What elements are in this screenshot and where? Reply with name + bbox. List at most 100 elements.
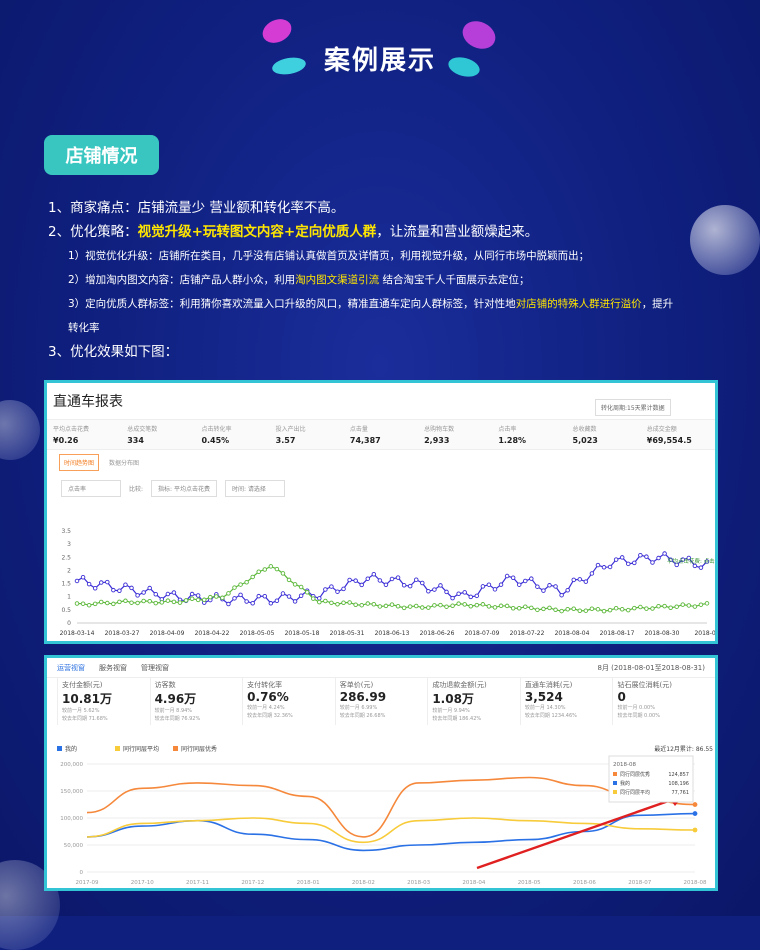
series-point	[292, 582, 298, 587]
x-tick: 2017-12	[241, 880, 264, 886]
series-point	[147, 598, 152, 604]
conversion-period-select[interactable]: 转化周期:15天累计数据	[595, 399, 671, 416]
series-point	[353, 602, 358, 607]
ops-metric-label: 支付转化率	[247, 681, 283, 689]
series-point	[407, 604, 413, 609]
decor-bubble-right	[690, 205, 760, 275]
item3-highlight: 对店铺的特殊人群进行溢价	[515, 298, 642, 310]
series-point	[153, 592, 158, 597]
series-point	[317, 599, 322, 605]
series-point	[171, 590, 177, 595]
series-point	[680, 602, 686, 607]
series-point	[601, 565, 607, 570]
series-point	[577, 577, 583, 582]
series-point	[698, 602, 704, 607]
series-point	[329, 600, 334, 606]
metric-cell: 总收藏数 5,023	[567, 420, 641, 449]
ops-metric-label: 直通车消耗(元)	[524, 681, 573, 689]
metric-value: 334	[127, 436, 144, 445]
series-point	[171, 599, 177, 605]
series-point	[432, 587, 437, 592]
y-tick: 3.5	[61, 528, 71, 535]
date-range[interactable]: 8月 (2018-08-01至2018-08-31)	[597, 663, 705, 672]
tab-0[interactable]: 运营视窗	[57, 663, 85, 672]
series-point	[668, 557, 673, 562]
series-point	[274, 598, 280, 603]
ops-compare-year: 较去年同期 0.00%	[617, 713, 660, 719]
series-point	[492, 587, 498, 592]
series-point	[662, 603, 667, 609]
series-point	[135, 593, 140, 598]
series-point	[129, 585, 134, 591]
series-point	[474, 602, 480, 608]
x-tick: 2018-09	[694, 630, 715, 637]
case-description: 1、商家痛点：店铺流量少 营业额和转化率不高。 2、优化策略：视觉升级+玩转图文…	[48, 196, 728, 364]
ops-compare-year: 较去年同期 76.92%	[154, 716, 201, 722]
series-point	[644, 606, 649, 611]
series-point	[686, 603, 692, 608]
x-tick: 2018-07-22	[510, 630, 545, 637]
x-tick: 2018-06-26	[420, 630, 455, 637]
tab-time-trend[interactable]: 时间趋势图	[59, 453, 100, 471]
series-point	[420, 580, 425, 586]
series-point	[595, 607, 601, 612]
tooltip-swatch	[613, 781, 617, 785]
series-point	[474, 593, 480, 599]
tab-1[interactable]: 服务视窗	[99, 663, 127, 672]
series-point	[480, 602, 486, 607]
ops-metric-value: 10.81万	[62, 692, 112, 706]
series-point	[498, 603, 504, 609]
series-point	[371, 571, 377, 577]
y-tick: 2	[67, 567, 71, 574]
compare-select[interactable]: 指标: 平均点击花费	[151, 480, 217, 497]
series-point	[462, 590, 467, 595]
tooltip-swatch	[613, 790, 617, 794]
series-point	[262, 567, 268, 572]
x-tick: 2018-07-09	[465, 630, 500, 637]
series-point	[80, 574, 86, 580]
x-tick: 2018-08-17	[600, 630, 635, 637]
metric-cell: 点击转化率 0.45%	[195, 420, 269, 449]
x-tick: 2018-05-05	[240, 630, 275, 637]
ops-compare-year: 较去年同期 1234.46%	[524, 713, 577, 719]
strategy-item-3: 3）定向优质人群标签：利用猜你喜欢流量入口升级的风口，精准直通车定向人群标签，针…	[48, 292, 728, 316]
series-point	[335, 589, 340, 594]
ops-metric: 成功退款金额(元) 1.08万 较前一月 9.94% 较去年同期 186.42%	[427, 678, 520, 725]
series-point	[80, 601, 86, 606]
tooltip-value: 77,761	[672, 790, 690, 796]
tab-distribution[interactable]: 数据分布图	[109, 459, 140, 467]
x-tick: 2017-10	[131, 880, 154, 886]
series-point	[226, 591, 231, 596]
series-point	[432, 603, 437, 608]
tooltip-title: 2018-08	[613, 762, 636, 768]
series-point	[389, 602, 395, 607]
series-point	[74, 601, 80, 606]
y-tick: 150,000	[60, 789, 83, 795]
tab-2[interactable]: 管理视窗	[141, 663, 169, 672]
series-point	[444, 589, 449, 595]
series-point	[607, 607, 613, 613]
metric-cell: 总成交笔数 334	[121, 420, 195, 449]
series-point	[250, 574, 255, 580]
series-point	[595, 562, 601, 568]
strategy-line: 2、优化策略：视觉升级+玩转图文内容+定向优质人群，让流量和营业额燥起来。	[48, 220, 728, 244]
tooltip-name: 我的	[620, 780, 630, 787]
legend-swatch	[173, 746, 178, 751]
series-point	[547, 605, 552, 611]
trend-arrow	[476, 796, 678, 870]
y-tick: 2.5	[61, 554, 71, 561]
metric-select[interactable]: 点击率	[61, 480, 121, 497]
series-point	[274, 566, 280, 572]
series-point	[510, 575, 516, 580]
chart-tabs: 时间趋势图 数据分布图	[47, 450, 715, 474]
series-point	[92, 601, 98, 607]
series-point	[359, 582, 364, 588]
operations-tabs: 运营视窗 服务视窗 管理视窗 8月 (2018-08-01至2018-08-31)	[47, 658, 715, 678]
ops-metric: 访客数 4.96万 较前一月 8.94% 较去年同期 76.92%	[149, 678, 243, 725]
time-select[interactable]: 时间: 请选择	[224, 480, 285, 497]
y-tick: 200,000	[60, 762, 83, 768]
series-point	[298, 584, 304, 590]
ops-metric: 钻石展位消耗(元) 0 较前一月 0.00% 较去年同期 0.00%	[612, 678, 705, 725]
series-point	[165, 598, 171, 603]
series-point	[153, 600, 158, 606]
